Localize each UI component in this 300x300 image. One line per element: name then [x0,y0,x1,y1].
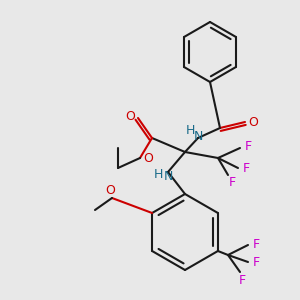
Text: H: H [153,169,163,182]
Text: O: O [143,152,153,164]
Text: N: N [193,130,203,143]
Text: H: H [185,124,195,137]
Text: F: F [242,163,250,176]
Text: F: F [244,140,252,154]
Text: F: F [238,274,246,286]
Text: O: O [105,184,115,196]
Text: F: F [228,176,236,190]
Text: F: F [252,238,260,250]
Text: O: O [125,110,135,122]
Text: O: O [248,116,258,128]
Text: N: N [163,170,173,184]
Text: F: F [252,256,260,269]
